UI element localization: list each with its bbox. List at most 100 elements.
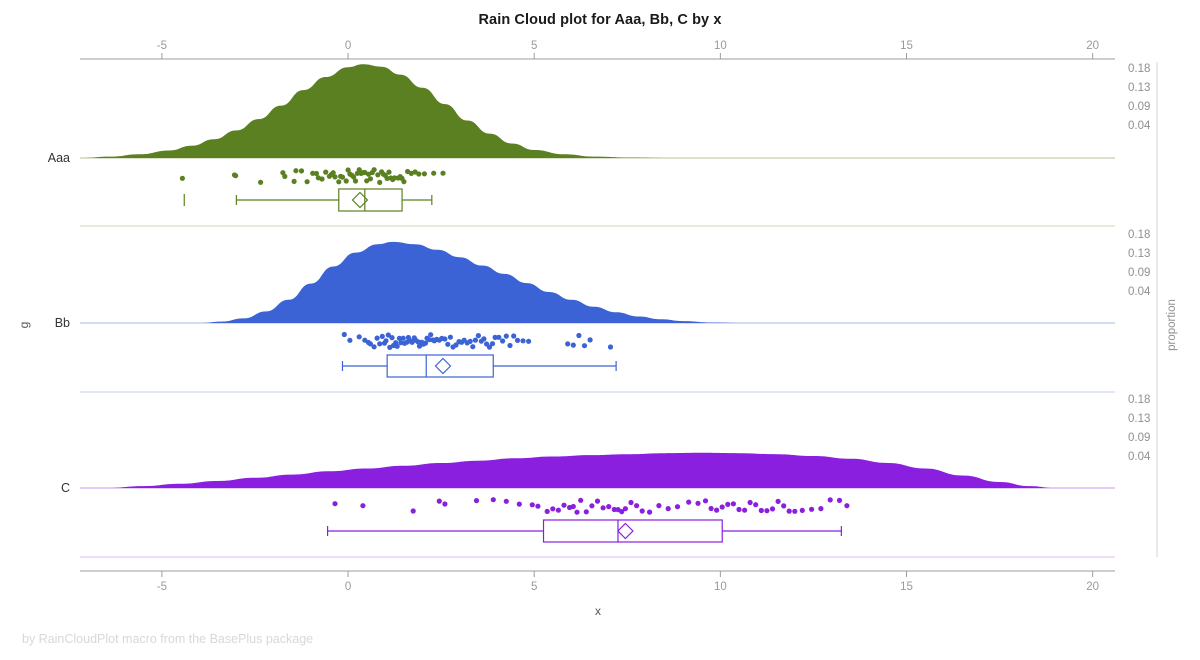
data-point — [367, 341, 373, 347]
data-point — [473, 498, 480, 504]
data-point — [332, 174, 338, 180]
data-point — [583, 509, 589, 515]
data-point — [695, 500, 701, 506]
data-point — [377, 179, 383, 185]
data-point — [436, 498, 442, 504]
data-point — [516, 501, 522, 507]
data-point — [708, 505, 714, 512]
data-point — [606, 504, 612, 510]
data-point — [371, 344, 377, 350]
data-point — [574, 509, 580, 515]
data-point — [323, 169, 329, 175]
data-point — [570, 342, 576, 348]
data-point — [293, 168, 299, 174]
data-point — [511, 333, 517, 339]
data-point — [529, 502, 535, 508]
data-point — [544, 508, 550, 514]
x-axis-title: x — [595, 604, 601, 618]
footnote: by RainCloudPlot macro from the BasePlus… — [22, 632, 314, 646]
data-point — [421, 171, 427, 177]
data-point — [555, 507, 562, 513]
data-point — [179, 175, 185, 181]
data-point — [343, 178, 349, 184]
data-point — [352, 178, 359, 184]
density-cloud-Aaa — [80, 64, 669, 158]
data-point — [472, 337, 478, 343]
data-point — [282, 173, 288, 179]
page-title: Rain Cloud plot for Aaa, Bb, C by x — [478, 12, 722, 28]
data-point — [384, 175, 390, 181]
proportion-tick-label: 0.13 — [1128, 248, 1150, 260]
data-point — [233, 173, 239, 179]
proportion-tick-label: 0.18 — [1128, 63, 1150, 75]
top-axis-tick-label: 0 — [345, 40, 351, 52]
data-point — [674, 504, 681, 510]
category-label-Aaa: Aaa — [48, 151, 70, 165]
mean-diamond — [434, 357, 452, 375]
data-point — [535, 503, 541, 509]
data-point — [383, 338, 389, 344]
data-point — [347, 337, 353, 343]
bottom-axis-tick-label: 5 — [531, 581, 537, 593]
data-point — [319, 176, 325, 182]
data-point — [453, 342, 459, 348]
proportion-tick-label: 0.13 — [1128, 413, 1150, 425]
data-point — [844, 503, 850, 509]
data-point — [298, 168, 305, 174]
data-point — [258, 179, 264, 185]
mean-diamond — [351, 191, 369, 209]
data-point — [431, 170, 437, 176]
data-point — [475, 333, 481, 339]
data-point — [351, 174, 357, 180]
data-point — [634, 503, 640, 509]
data-point — [742, 507, 748, 513]
bottom-axis-tick-label: 10 — [714, 581, 727, 593]
data-point — [628, 499, 634, 506]
data-point — [304, 179, 310, 185]
data-point — [570, 503, 576, 510]
data-point — [392, 175, 398, 181]
data-point — [747, 499, 753, 506]
data-point — [313, 170, 319, 177]
data-point — [481, 336, 487, 342]
data-point — [503, 498, 509, 504]
category-label-C: C — [61, 481, 70, 495]
data-point — [379, 333, 385, 339]
data-point — [758, 507, 764, 514]
data-point — [799, 507, 805, 513]
proportion-tick-label: 0.04 — [1128, 286, 1151, 298]
data-point — [686, 499, 692, 505]
data-point — [520, 338, 526, 344]
bottom-axis-tick-label: 15 — [900, 581, 913, 593]
proportion-tick-label: 0.04 — [1128, 120, 1151, 132]
top-axis-tick-label: -5 — [157, 40, 167, 52]
proportion-tick-label: 0.04 — [1128, 451, 1151, 463]
data-point — [486, 344, 493, 350]
data-point — [410, 508, 416, 514]
data-point — [827, 497, 833, 503]
data-point — [730, 501, 737, 507]
data-point — [550, 506, 556, 512]
proportion-tick-label: 0.18 — [1128, 394, 1150, 406]
top-axis-tick-label: 15 — [900, 40, 913, 52]
data-point — [440, 170, 446, 176]
data-point — [345, 167, 351, 173]
data-point — [561, 502, 567, 508]
density-cloud-Bb — [199, 241, 743, 323]
data-point — [607, 344, 614, 350]
data-point — [330, 170, 336, 176]
proportion-tick-label: 0.13 — [1128, 82, 1150, 94]
data-point — [725, 501, 731, 507]
bottom-axis-tick-label: -5 — [157, 581, 167, 593]
data-point — [781, 503, 787, 509]
data-point — [647, 509, 653, 515]
bottom-axis-tick-label: 0 — [345, 581, 351, 593]
data-point — [442, 336, 448, 342]
data-point — [792, 508, 798, 514]
data-point — [665, 506, 671, 512]
data-point — [336, 179, 342, 185]
data-point — [416, 171, 422, 177]
proportion-tick-label: 0.09 — [1128, 101, 1150, 113]
data-point — [611, 506, 617, 513]
